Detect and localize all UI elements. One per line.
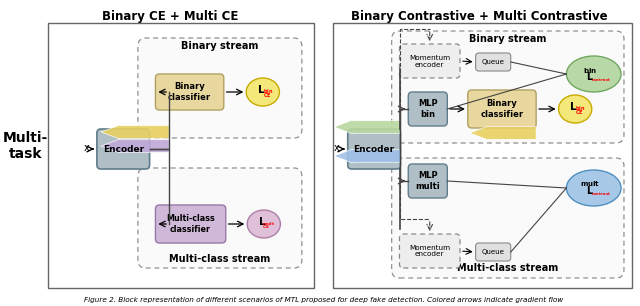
Ellipse shape [559,95,592,123]
FancyBboxPatch shape [348,129,401,169]
Text: $\mathbf{L}$: $\mathbf{L}$ [586,184,594,196]
Text: Binary stream: Binary stream [469,34,547,44]
FancyBboxPatch shape [392,158,624,278]
Ellipse shape [566,170,621,206]
FancyBboxPatch shape [476,53,511,71]
Text: MLP
multi: MLP multi [415,171,440,191]
Polygon shape [100,139,169,153]
Text: $^{\bf mult}_{\bf CE}$: $^{\bf mult}_{\bf CE}$ [262,221,275,231]
Text: Figure 2. Block representation of different scenarios of MTL proposed for deep f: Figure 2. Block representation of differ… [84,297,563,303]
Text: Binary CE + Multi CE: Binary CE + Multi CE [102,10,238,23]
FancyBboxPatch shape [468,90,536,128]
FancyBboxPatch shape [97,129,150,169]
Text: $\bf mult$: $\bf mult$ [580,180,600,188]
Ellipse shape [247,210,280,238]
Bar [48,23,314,288]
Text: Encoder: Encoder [353,144,395,154]
Text: MLP
bin: MLP bin [418,99,438,119]
Text: x: x [83,143,89,153]
FancyBboxPatch shape [156,205,226,243]
FancyBboxPatch shape [408,92,447,126]
FancyBboxPatch shape [138,168,302,268]
Text: Binary Contrastive + Multi Contrastive: Binary Contrastive + Multi Contrastive [351,10,608,23]
FancyBboxPatch shape [138,38,302,138]
Polygon shape [100,125,169,139]
FancyBboxPatch shape [399,234,460,268]
Text: $_{\bf contrast}$: $_{\bf contrast}$ [591,192,612,198]
Polygon shape [470,126,536,140]
Text: $\mathbf{L}$: $\mathbf{L}$ [257,83,265,95]
Text: $^{\bf bin}_{\bf CE}$: $^{\bf bin}_{\bf CE}$ [575,104,585,118]
Text: Momentum
encoder: Momentum encoder [409,54,451,68]
FancyBboxPatch shape [156,74,224,110]
Text: Queue: Queue [482,59,504,65]
FancyBboxPatch shape [399,44,460,78]
Text: Binary
classifier: Binary classifier [481,99,524,119]
Text: Multi-class
classifier: Multi-class classifier [166,214,215,234]
FancyBboxPatch shape [476,243,511,261]
Text: Encoder: Encoder [102,144,144,154]
Ellipse shape [246,78,280,106]
Text: Binary
classifier: Binary classifier [168,82,211,102]
Text: Momentum
encoder: Momentum encoder [409,244,451,258]
Text: Multi-class stream: Multi-class stream [457,263,559,273]
Text: $\mathbf{L}$: $\mathbf{L}$ [569,100,577,112]
Polygon shape [334,149,401,163]
Polygon shape [334,120,401,134]
Bar [333,23,632,288]
FancyBboxPatch shape [408,164,447,198]
Text: $_{\bf contrast}$: $_{\bf contrast}$ [591,78,612,84]
Text: Binary stream: Binary stream [181,41,259,51]
Text: $^{\bf bin}_{\bf CE}$: $^{\bf bin}_{\bf CE}$ [262,87,273,101]
Text: Queue: Queue [482,249,504,255]
Text: $\mathbf{L}$: $\mathbf{L}$ [258,215,266,227]
Text: Multi-
task: Multi- task [3,131,48,161]
Text: $\bf bin$: $\bf bin$ [583,65,596,74]
Text: x: x [334,143,340,153]
FancyBboxPatch shape [392,31,624,143]
Text: $\mathbf{L}$: $\mathbf{L}$ [586,70,594,82]
Text: Multi-class stream: Multi-class stream [169,254,271,264]
Ellipse shape [566,56,621,92]
